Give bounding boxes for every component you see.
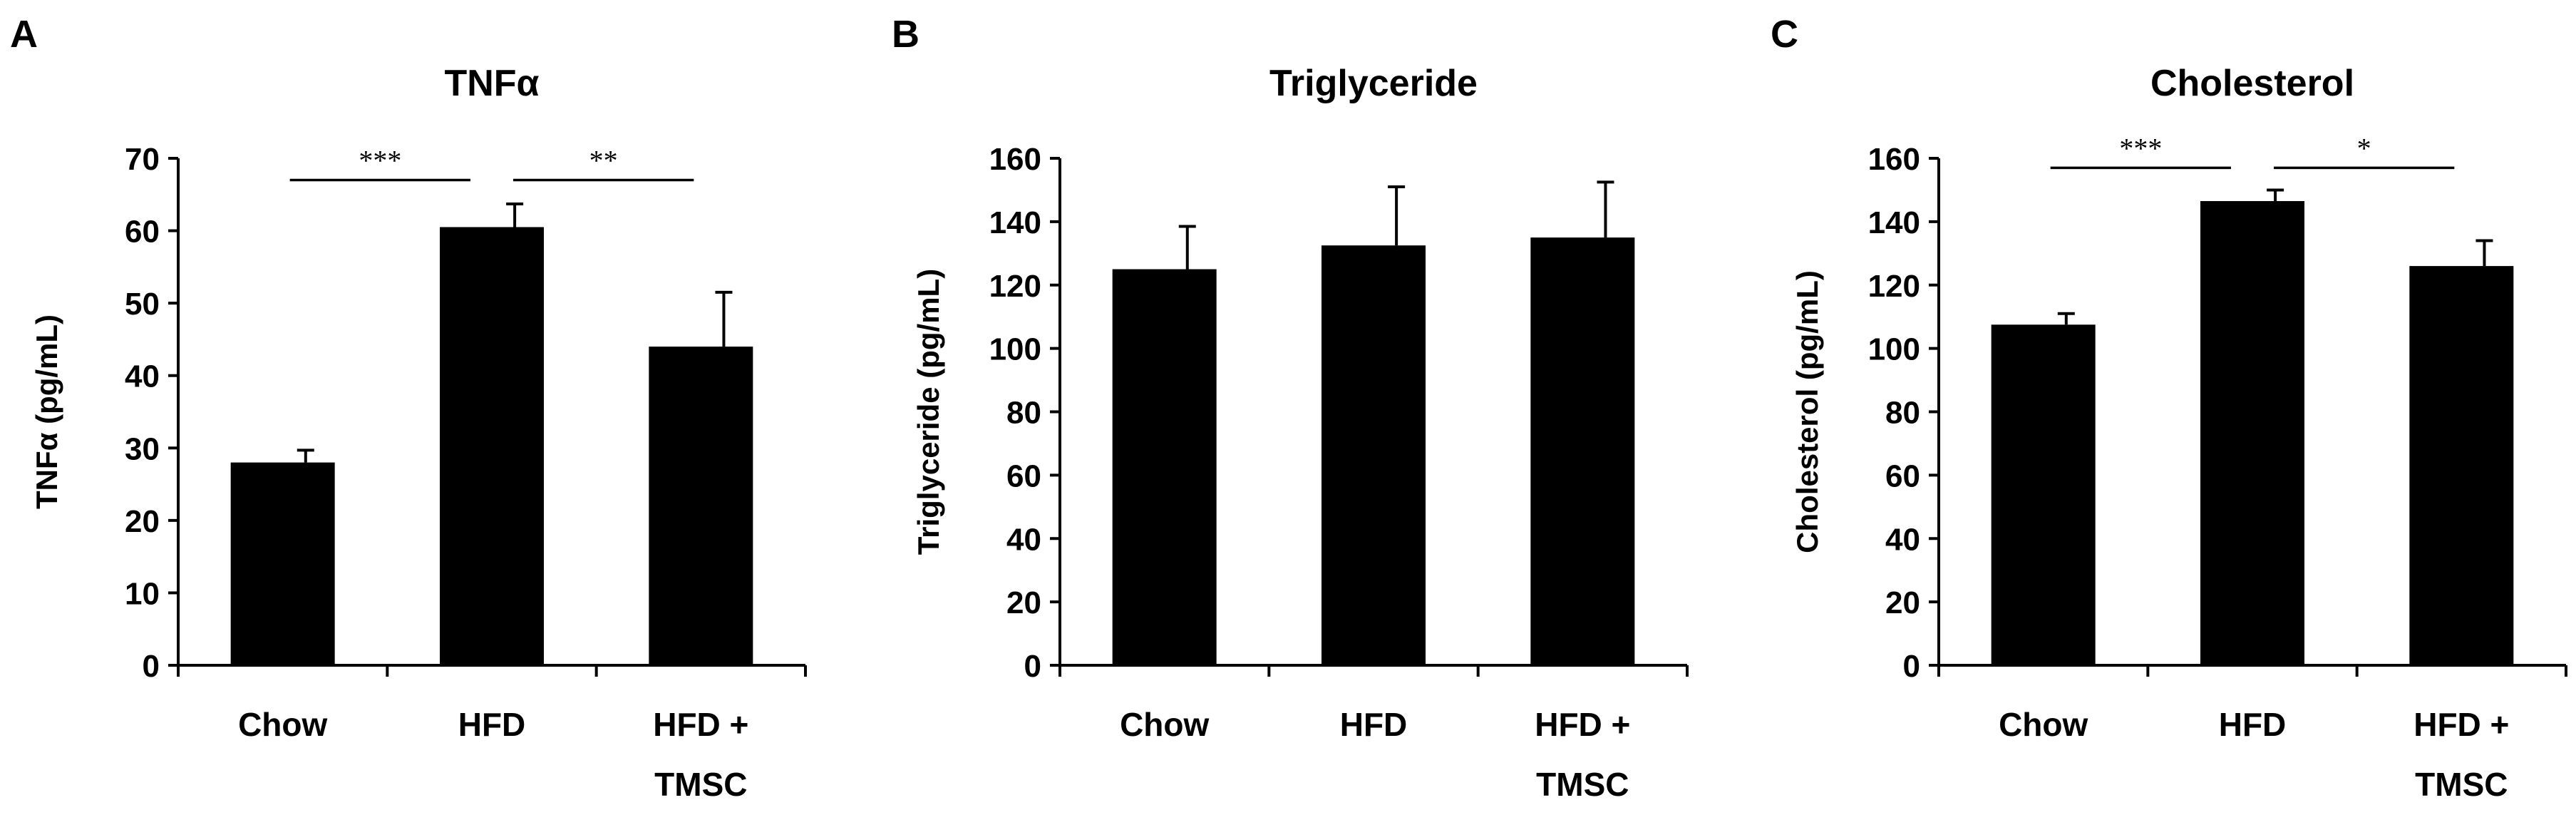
y-axis-label: Triglyceride (pg/mL) — [912, 269, 945, 555]
bar — [1322, 245, 1426, 665]
bar — [440, 227, 544, 665]
chart-title: Cholesterol — [2150, 63, 2354, 104]
y-tick-label: 40 — [125, 359, 160, 394]
y-tick-label: 40 — [1006, 522, 1041, 557]
x-category-label: HFD — [1340, 706, 1408, 743]
panel-letter: A — [10, 13, 38, 56]
significance-label: ** — [589, 144, 618, 176]
significance-label: * — [2357, 132, 2371, 164]
y-tick-label: 0 — [1903, 649, 1920, 684]
y-tick-label: 50 — [125, 287, 160, 322]
y-tick-label: 140 — [1868, 205, 1920, 240]
x-category-label: HFD + — [653, 706, 748, 743]
y-tick-label: 140 — [989, 205, 1041, 240]
y-tick-label: 160 — [989, 142, 1041, 177]
significance-label: *** — [359, 144, 401, 176]
y-tick-label: 20 — [1006, 585, 1041, 620]
y-tick-label: 100 — [989, 332, 1041, 367]
y-tick-label: 80 — [1006, 396, 1041, 431]
chart-panel-a: A TNFα TNFα (pg/mL) 0 10 20 30 40 50 60 70 Chow HFD H… — [0, 0, 855, 821]
y-tick-label: 60 — [125, 215, 160, 250]
y-tick-label: 80 — [1885, 396, 1920, 431]
y-tick-label: 20 — [1885, 585, 1920, 620]
panel-letter: B — [892, 13, 919, 56]
y-tick-label: 20 — [125, 504, 160, 539]
y-tick-label: 70 — [125, 142, 160, 177]
x-category-label: HFD — [458, 706, 526, 743]
panel-letter: C — [1771, 13, 1798, 56]
y-tick-label: 30 — [125, 431, 160, 466]
y-tick-label: 60 — [1885, 458, 1920, 493]
y-tick-label: 120 — [989, 269, 1041, 304]
significance-label: *** — [2119, 132, 2162, 164]
x-category-label: Chow — [238, 706, 327, 743]
x-category-label: HFD — [2219, 706, 2287, 743]
x-category-label: Chow — [1999, 706, 2088, 743]
y-tick-label: 0 — [1024, 649, 1041, 684]
x-category-label: TMSC — [2415, 766, 2508, 803]
x-category-label: HFD + — [1535, 706, 1630, 743]
chart-svg-a: A TNFα TNFα (pg/mL) 0 10 20 30 40 50 60 70 Chow HFD H… — [10, 13, 807, 803]
bar — [2200, 200, 2304, 666]
chart-svg-b: B Triglyceride Triglyceride (pg/mL) 0 20 40 60… — [892, 13, 1689, 803]
y-axis-label: TNFα (pg/mL) — [30, 314, 63, 509]
y-tick-label: 40 — [1885, 522, 1920, 557]
y-tick-label: 0 — [143, 649, 160, 684]
y-tick-label: 160 — [1868, 142, 1920, 177]
chart-title: Triglyceride — [1269, 63, 1478, 104]
y-tick-label: 60 — [1006, 458, 1041, 493]
bar — [230, 462, 335, 665]
bar — [1112, 269, 1217, 665]
x-category-label: TMSC — [1536, 766, 1629, 803]
x-category-label: HFD + — [2413, 706, 2509, 743]
chart-title: TNFα — [444, 63, 539, 104]
chart-svg-c: C Cholesterol Cholesterol (pg/mL) 0 20 40 60 80… — [1771, 13, 2567, 803]
bar — [2409, 266, 2514, 665]
x-category-label: Chow — [1120, 706, 1209, 743]
bar — [1991, 324, 2096, 665]
x-category-label: TMSC — [654, 766, 747, 803]
y-tick-label: 120 — [1868, 269, 1920, 304]
y-axis-label: Cholesterol (pg/mL) — [1791, 270, 1824, 553]
chart-panel-c: C Cholesterol Cholesterol (pg/mL) 0 20 40 60 80… — [1761, 0, 2576, 821]
bar — [1530, 237, 1635, 665]
bar — [649, 347, 753, 665]
chart-panel-b: B Triglyceride Triglyceride (pg/mL) 0 20 40 60… — [882, 0, 1737, 821]
y-tick-label: 100 — [1868, 332, 1920, 367]
y-tick-label: 10 — [125, 576, 160, 611]
